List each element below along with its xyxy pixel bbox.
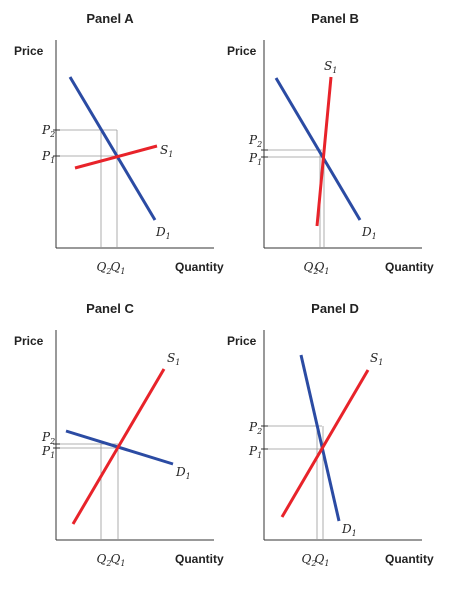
panel-a-price-label-2: P1	[41, 149, 55, 165]
panel-c-price-label-2: P1	[41, 444, 55, 460]
panel-b-demand-curve	[274, 77, 362, 221]
panel-c-title: Panel C	[86, 301, 134, 316]
panel-b-quantity-label-1: Q2	[304, 260, 319, 276]
panel-d-title: Panel D	[311, 301, 359, 316]
panel-d-demand-label: D1	[341, 522, 357, 538]
panel-a-supply-label: S1	[160, 143, 173, 159]
panel-a-quantity-label-2: Q1	[111, 260, 126, 276]
panel-c-supply-label: S1	[167, 351, 180, 367]
panel-c-quantity-label-1: Q2	[97, 552, 112, 568]
panel-b-supply-label: S1	[324, 59, 337, 75]
panel-a-demand-curve	[68, 76, 157, 221]
panel-d-supply-label: S1	[370, 351, 383, 367]
panel-b-price-label-2: P1	[248, 151, 262, 167]
panel-d-demand-curve	[299, 354, 341, 522]
panel-a-demand-label: D1	[155, 225, 171, 241]
panel-c-supply-curve	[71, 368, 166, 525]
panel-b-price-label-1: P2	[248, 133, 262, 149]
panel-d-quantity-label-1: Q2	[302, 552, 317, 568]
panel-c-y-axis-label: Price	[14, 334, 44, 348]
panel-d-price-label-2: P1	[248, 444, 262, 460]
panel-b-x-axis-label: Quantity	[385, 260, 434, 274]
panel-b-quantity-label-2: Q1	[315, 260, 330, 276]
panel-a-title: Panel A	[86, 11, 134, 26]
panel-a-x-axis-label: Quantity	[175, 260, 224, 274]
panel-b-demand-label: D1	[361, 225, 377, 241]
panel-c-demand-label: D1	[175, 465, 191, 481]
panel-b-y-axis-label: Price	[227, 44, 257, 58]
panel-d-supply-curve	[280, 369, 370, 518]
panel-a-y-axis-label: Price	[14, 44, 44, 58]
panel-c-quantity-label-2: Q1	[111, 552, 126, 568]
panel-d-quantity-label-2: Q1	[315, 552, 330, 568]
panel-b-supply-curve	[315, 76, 333, 227]
panel-a-supply-curve	[74, 144, 158, 170]
panel-b-title: Panel B	[311, 11, 359, 26]
panel-d-x-axis-label: Quantity	[385, 552, 434, 566]
panel-d-y-axis-label: Price	[227, 334, 257, 348]
panel-a-price-label-1: P2	[41, 123, 55, 139]
panel-c-price-label-1: P2	[41, 430, 55, 446]
panel-a-quantity-label-1: Q2	[97, 260, 112, 276]
panel-c-x-axis-label: Quantity	[175, 552, 224, 566]
panel-d-price-label-1: P2	[248, 420, 262, 436]
